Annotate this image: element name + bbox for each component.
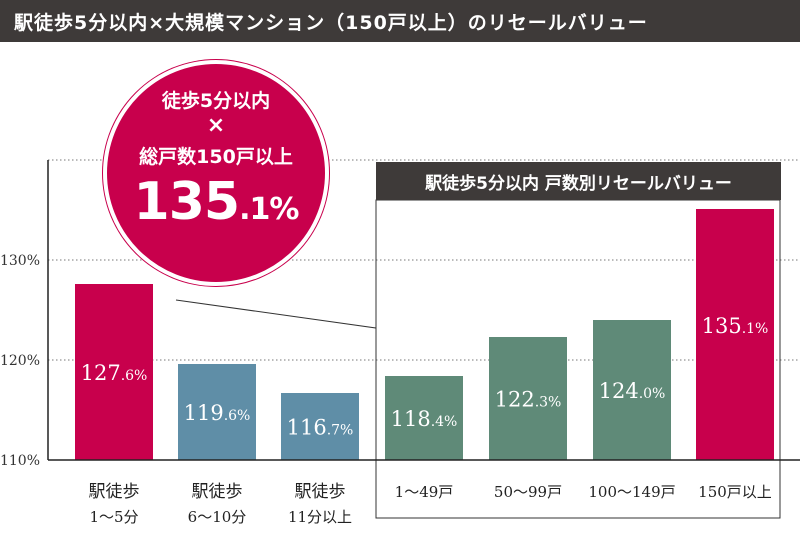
bar <box>75 284 153 460</box>
bar <box>489 337 567 460</box>
badge-value-decimal: .1% <box>239 192 299 227</box>
highlight-badge: 徒歩5分以内 × 総戸数150戸以上 135.1% <box>103 60 329 286</box>
x-category-label: 駅徒歩 <box>192 482 243 502</box>
bar-value-label: 118.4% <box>391 407 458 431</box>
x-category-label: 1〜5分 <box>89 508 138 526</box>
chart-header-title: 駅徒歩5分以内×大規模マンション（150戸以上）のリセールバリュー <box>0 0 800 42</box>
badge-value-main: 135 <box>133 172 241 232</box>
x-category-label: 駅徒歩 <box>295 482 346 502</box>
bar <box>385 376 463 460</box>
bar <box>696 209 774 460</box>
x-category-label: 150戸以上 <box>698 483 772 501</box>
bar <box>281 393 359 460</box>
bar-value-label: 124.0% <box>599 379 666 403</box>
badge-line-units: 総戸数150戸以上 <box>139 146 293 168</box>
badge-line-times: × <box>206 113 226 138</box>
x-category-label: 駅徒歩 <box>89 482 140 502</box>
bar-value-label: 127.6% <box>81 361 148 385</box>
bar <box>178 364 256 460</box>
y-tick-label: 130% <box>0 253 40 269</box>
bar <box>593 320 671 460</box>
bar-value-label: 116.7% <box>287 416 354 440</box>
bar-value-label: 119.6% <box>184 401 251 425</box>
inset-title: 駅徒歩5分以内 戸数別リセールバリュー <box>376 162 781 200</box>
badge-line-walk: 徒歩5分以内 <box>161 90 271 112</box>
y-tick-label: 120% <box>0 353 40 369</box>
inset-frame <box>375 199 781 519</box>
x-category-label: 50〜99戸 <box>494 483 562 501</box>
x-category-label: 6〜10分 <box>188 508 247 526</box>
bar-value-label: 122.3% <box>495 388 562 412</box>
x-category-label: 11分以上 <box>288 508 352 526</box>
bar-value-label: 135.1% <box>702 314 769 338</box>
x-category-label: 100〜149戸 <box>588 483 675 501</box>
badge-value: 135.1% <box>107 172 325 232</box>
y-tick-label: 110% <box>0 453 40 469</box>
x-category-label: 1〜49戸 <box>395 483 454 501</box>
